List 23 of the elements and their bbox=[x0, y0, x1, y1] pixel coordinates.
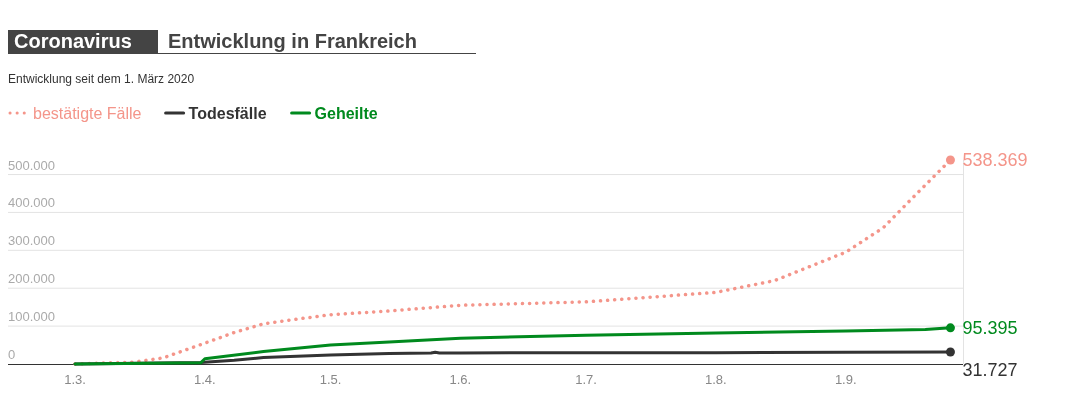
x-tick-label: 1.9. bbox=[834, 372, 857, 387]
y-tick-label: 200.000 bbox=[8, 271, 55, 287]
x-tick-label: 1.6. bbox=[449, 372, 472, 387]
data-label: 95.395 bbox=[962, 317, 1018, 338]
data-label: 31.727 bbox=[962, 359, 1018, 380]
x-tick-label: 1.4. bbox=[194, 372, 216, 387]
y-tick-label: 400.000 bbox=[8, 195, 55, 211]
chart-subtitle: Entwicklung in Frankreich bbox=[168, 30, 417, 52]
y-tick-label: 0 bbox=[8, 347, 16, 362]
y-tick-label: 100.000 bbox=[8, 309, 55, 325]
y-tick-label: 300.000 bbox=[8, 233, 55, 249]
y-tick-label: 500.000 bbox=[8, 157, 55, 173]
data-label: 538.369 bbox=[962, 150, 1028, 170]
legend-label: Geheilte bbox=[314, 105, 378, 122]
chart-title: Coronavirus bbox=[14, 30, 132, 52]
x-tick-label: 1.7. bbox=[575, 372, 597, 387]
x-tick-label: 1.5. bbox=[319, 372, 342, 387]
x-tick-label: 1.8. bbox=[705, 372, 727, 387]
x-tick-label: 1.3. bbox=[64, 372, 86, 387]
title: Coronavirus Entwicklung in Frankreich bbox=[8, 30, 477, 54]
legend-label: bestätigte Fälle bbox=[33, 105, 142, 122]
legend-label: Todesfälle bbox=[188, 105, 267, 122]
text: Entwicklung seit dem 1. März 2020 bbox=[8, 72, 195, 86]
